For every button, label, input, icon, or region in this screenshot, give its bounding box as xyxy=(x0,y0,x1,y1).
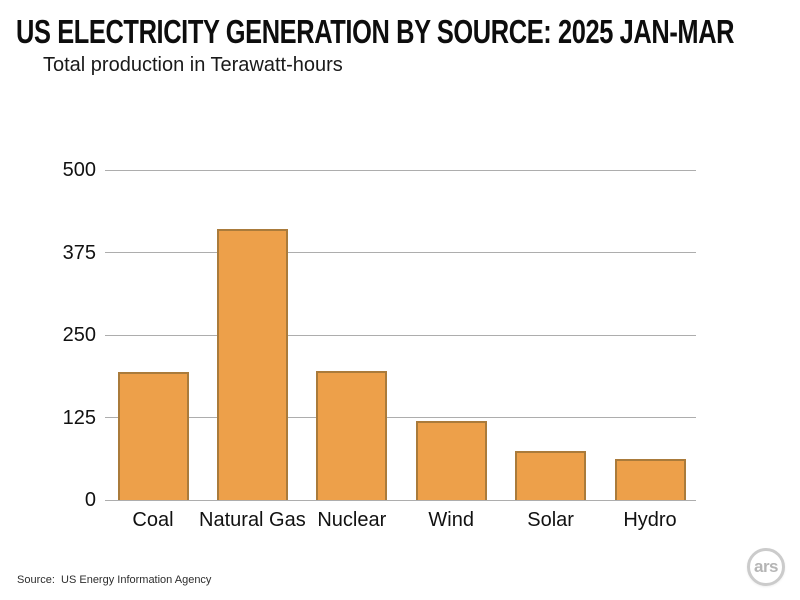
x-label-coal: Coal xyxy=(132,509,174,531)
x-label-hydro: Hydro xyxy=(623,509,677,531)
y-tick-label-375: 375 xyxy=(62,241,96,264)
bar-coal xyxy=(117,371,189,500)
chart-subtitle: Total production in Terawatt-hours xyxy=(43,54,343,76)
source-note: Source: US Energy Information Agency xyxy=(17,574,212,586)
y-tick-label-0: 0 xyxy=(84,489,96,511)
bar-hydro xyxy=(614,459,686,500)
x-label-nuclear: Nuclear xyxy=(317,509,387,531)
plot-area xyxy=(105,169,696,501)
x-label-natural-gas: Natural Gas xyxy=(199,509,306,531)
ars-logo: ars xyxy=(747,548,785,586)
x-label-solar: Solar xyxy=(527,509,574,531)
y-tick-label-250: 250 xyxy=(62,324,96,346)
gridline-250 xyxy=(105,334,696,336)
bar-nuclear xyxy=(316,371,388,500)
gridline-0 xyxy=(105,499,696,501)
y-tick-label-125: 125 xyxy=(62,406,96,429)
gridline-500 xyxy=(105,169,696,171)
bar-wind xyxy=(415,421,487,500)
y-tick-label-500: 500 xyxy=(62,159,96,181)
x-label-wind: Wind xyxy=(428,509,474,531)
bar-solar xyxy=(515,451,587,500)
gridline-125 xyxy=(105,417,696,418)
page-title: US ELECTRICITY GENERATION BY SOURCE: 202… xyxy=(16,13,735,50)
bar-natural-gas xyxy=(216,229,288,500)
gridline-375 xyxy=(105,252,696,253)
